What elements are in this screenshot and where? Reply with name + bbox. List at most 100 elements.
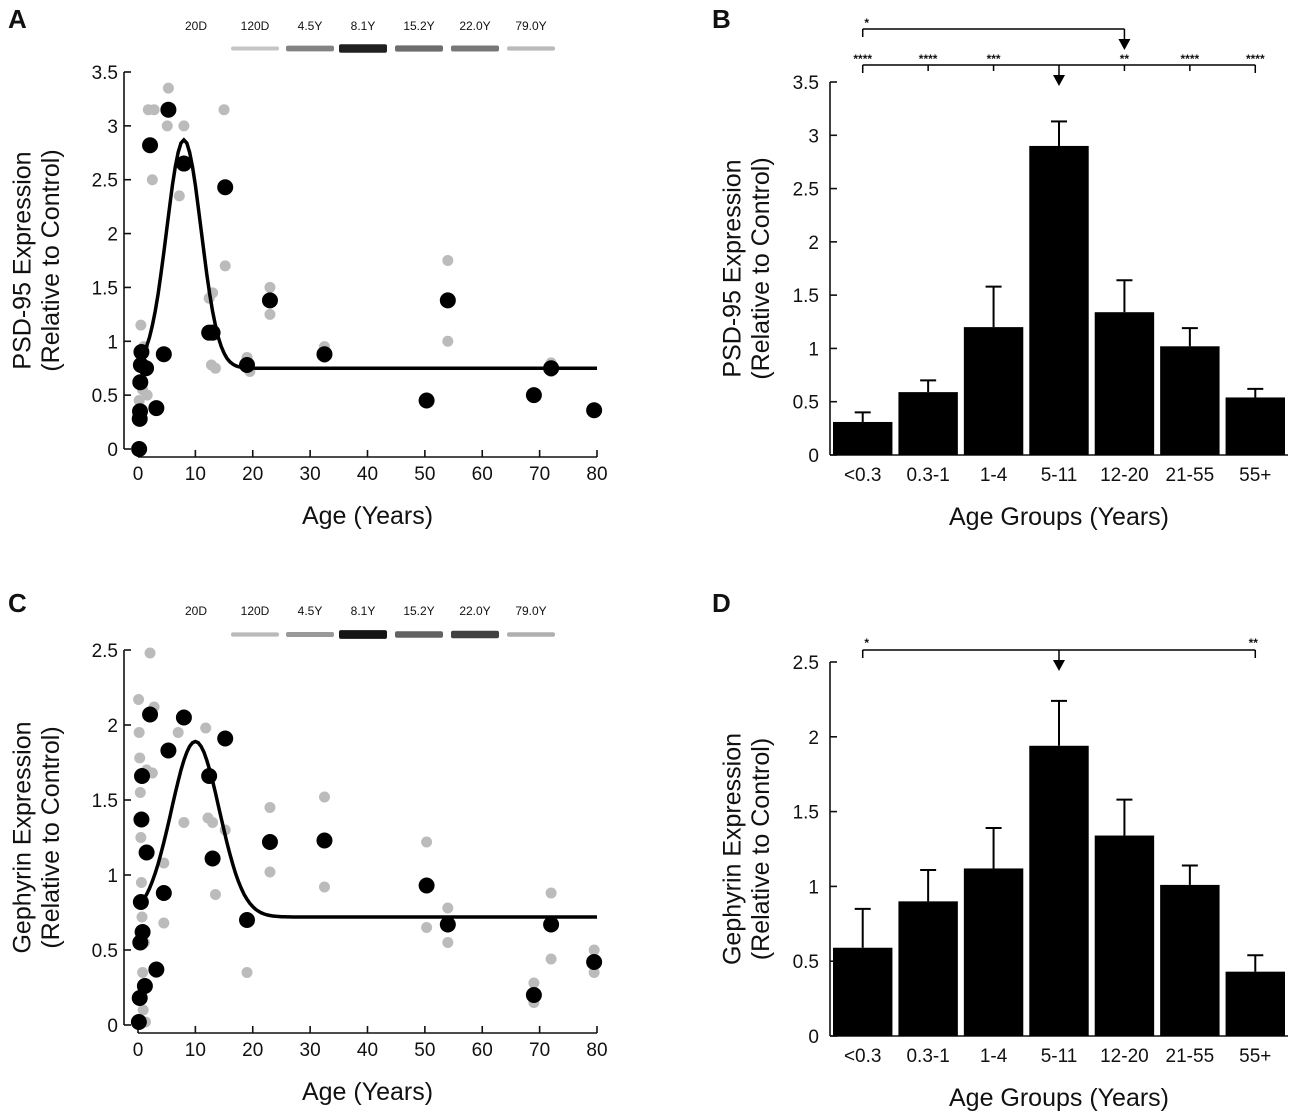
panel-c-replicate-point <box>442 937 454 948</box>
panel-a-replicate-point <box>148 104 160 116</box>
panel-a-x-axis-title: Age (Years) <box>302 502 433 530</box>
panel-d-category-label: 5-11 <box>1041 1046 1078 1067</box>
panel-a-blot-lane-label: 22.0Y <box>459 19 490 33</box>
panel-c-replicate-point <box>588 944 600 956</box>
panel-c-x-tick-label: 60 <box>472 1040 493 1061</box>
panel-c-mean-point <box>525 987 542 1003</box>
panel-a-y-axis-title-line2: (Relative to Control) <box>37 149 65 371</box>
panel-c-replicate-point <box>133 727 145 738</box>
panel-a-mean-point <box>138 360 155 377</box>
panel-d-bar <box>898 901 958 1036</box>
panel-d-y-axis-title-line2: (Relative to Control) <box>747 738 775 960</box>
panel-a-replicate-point <box>264 308 276 320</box>
panel-c-replicate-point <box>178 817 190 828</box>
panel-c-x-tick-label: 30 <box>300 1040 321 1061</box>
panel-c-y-tick-label: 2.5 <box>92 641 118 662</box>
panel-c-replicate-point <box>137 1004 149 1016</box>
panel-b-y-tick-label: 2 <box>808 233 819 254</box>
panel-b-sig-label: ** <box>1120 52 1130 66</box>
panel-a-blot-band <box>231 46 279 51</box>
panel-a-x-tick-label: 80 <box>586 464 607 485</box>
panel-b-y-tick-label: 3.5 <box>793 73 819 94</box>
panel-c-x-tick-label: 0 <box>133 1040 144 1061</box>
panel-c-mean-point <box>261 834 278 850</box>
panel-c-blot-lane-label: 8.1Y <box>351 604 376 618</box>
panel-c-mean-point <box>439 916 456 933</box>
panel-b-category-label: 5-11 <box>1041 465 1078 486</box>
panel-a-replicate-point <box>442 335 454 347</box>
panel-d-category-label: 55+ <box>1239 1046 1271 1067</box>
panel-a-blot-lane-label: 79.0Y <box>515 19 546 33</box>
panel-c-replicate-point <box>318 881 330 893</box>
panel-b-bar <box>963 327 1024 455</box>
panel-a-y-tick-label: 3 <box>107 117 118 138</box>
panel-c-x-axis-title: Age (Years) <box>302 1078 433 1106</box>
panel-a-y-tick-label: 1.5 <box>92 278 118 299</box>
panel-b-category-label: <0.3 <box>844 465 882 486</box>
panel-a-mean-point <box>175 155 192 172</box>
panel-c-replicate-point <box>209 889 221 900</box>
panel-b-y-axis-title-line1: PSD-95 Expression <box>718 159 746 377</box>
panel-a-x-tick-label: 10 <box>185 464 206 485</box>
panel-a-fit-curve <box>136 137 597 370</box>
panel-b-sig-label: **** <box>1246 52 1265 66</box>
panel-b-letter: B <box>712 4 731 34</box>
panel-a-mean-point <box>155 346 172 363</box>
panel-b-y-tick-label: 0 <box>808 446 819 467</box>
panel-a-blot-lane-label: 120D <box>241 19 270 33</box>
panel-a-mean-point <box>217 179 234 196</box>
panel-c-plot-area: 0 10 20 30 40 50 60 70 80 0 0.5 1 1.5 2 2.5 Age (Years)… <box>8 641 607 1106</box>
panel-a-y-tick-label: 0 <box>107 440 118 461</box>
panel-c-blot-band <box>451 630 499 639</box>
panel-a-letter: A <box>8 4 27 34</box>
panel-b-bar <box>1225 397 1285 455</box>
panel-d-bar <box>833 947 893 1036</box>
panel-c-y-axis-title: Gephyrin Expression(Relative to Control) <box>8 721 65 953</box>
panel-d-y-tick-label: 2 <box>808 728 819 749</box>
panel-c-replicate-point <box>421 836 433 848</box>
panel-c-replicate-point <box>135 832 147 843</box>
panel-c-replicate-point <box>137 967 149 978</box>
panel-b-bar <box>1160 346 1220 455</box>
panel-c-mean-point <box>133 811 150 828</box>
panel-a-y-tick-label: 1 <box>107 332 118 353</box>
panel-c-x-tick-label: 80 <box>586 1040 607 1061</box>
panel-c-x-tick-label: 70 <box>529 1040 550 1061</box>
panel-a-replicate-point <box>178 120 190 132</box>
panel-d-category-label: 21-55 <box>1166 1046 1215 1067</box>
panel-c-replicate-point <box>172 727 184 738</box>
panel-d-category-label: <0.3 <box>844 1046 882 1067</box>
panel-a-mean-point <box>261 292 278 309</box>
panel-c-fit-curve <box>136 739 597 919</box>
panel-c-y-tick-label: 2 <box>107 716 118 737</box>
panel-a-replicate-point <box>173 190 185 202</box>
panel-d-category-label: 1-4 <box>980 1046 1008 1067</box>
panel-c-blot-band <box>286 631 334 638</box>
panel-a-x-tick-label: 0 <box>133 464 144 485</box>
panel-c-mean-point <box>134 768 151 784</box>
panel-a-blot-band <box>286 45 334 52</box>
panel-d-y-axis-title: Gephyrin Expression(Relative to Control) <box>718 733 775 965</box>
panel-c-mean-point <box>131 990 148 1006</box>
panel-b-x-axis-title: Age Groups (Years) <box>949 503 1169 531</box>
panel-c-replicate-point <box>421 922 433 933</box>
panel-a-replicate-point <box>218 104 230 116</box>
panel-c-mean-point <box>138 844 155 861</box>
panel-a-replicate-point <box>209 362 221 374</box>
panel-b-bar <box>1029 145 1089 455</box>
panel-a-replicate-point <box>146 174 158 186</box>
panel-c-replicate-point <box>545 887 557 899</box>
panel-c-mean-point <box>586 954 603 970</box>
panel-b-category-label: 55+ <box>1239 465 1271 486</box>
panel-a-replicate-point <box>219 260 231 272</box>
panel-c-mean-point <box>543 916 560 933</box>
panel-a-mean-point <box>239 356 256 373</box>
panel-c-mean-point <box>239 912 256 928</box>
panel-c-replicate-point <box>134 752 146 764</box>
panel-c-y-tick-label: 0 <box>107 1016 118 1037</box>
panel-a-y-tick-label: 2 <box>107 225 118 246</box>
panel-a-mean-point <box>316 346 333 363</box>
panel-c-x-tick-label: 50 <box>414 1040 435 1061</box>
panel-b-sig-label: *** <box>987 52 1001 66</box>
panel-c-mean-point <box>148 961 165 978</box>
